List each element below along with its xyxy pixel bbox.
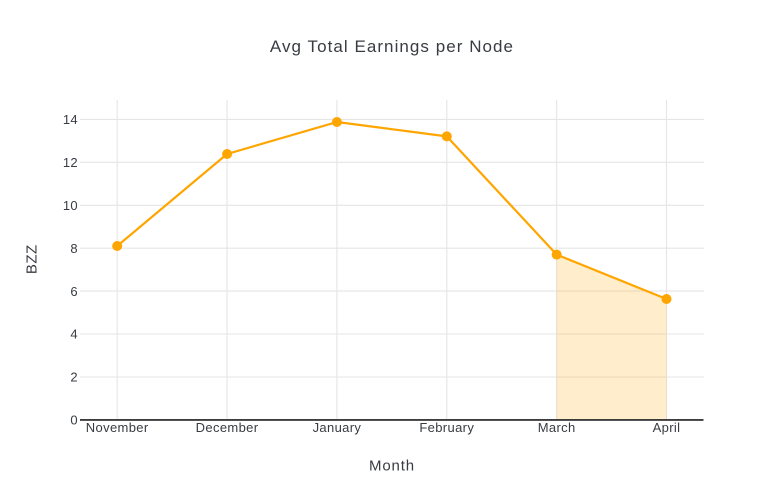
svg-text:BZZ: BZZ bbox=[23, 244, 40, 274]
svg-text:6: 6 bbox=[70, 284, 78, 299]
svg-text:12: 12 bbox=[63, 155, 78, 170]
svg-text:November: November bbox=[86, 420, 149, 435]
svg-text:Avg Total Earnings per Node: Avg Total Earnings per Node bbox=[270, 37, 514, 56]
svg-text:January: January bbox=[313, 420, 362, 435]
svg-text:0: 0 bbox=[70, 413, 78, 428]
svg-text:2: 2 bbox=[70, 370, 78, 385]
svg-text:Month: Month bbox=[369, 458, 415, 475]
svg-text:April: April bbox=[653, 420, 681, 435]
svg-text:8: 8 bbox=[70, 241, 78, 256]
svg-text:December: December bbox=[196, 420, 259, 435]
svg-text:10: 10 bbox=[63, 198, 78, 213]
svg-text:4: 4 bbox=[70, 327, 78, 342]
svg-text:February: February bbox=[419, 420, 474, 435]
svg-text:14: 14 bbox=[63, 112, 78, 127]
svg-text:March: March bbox=[538, 420, 576, 435]
